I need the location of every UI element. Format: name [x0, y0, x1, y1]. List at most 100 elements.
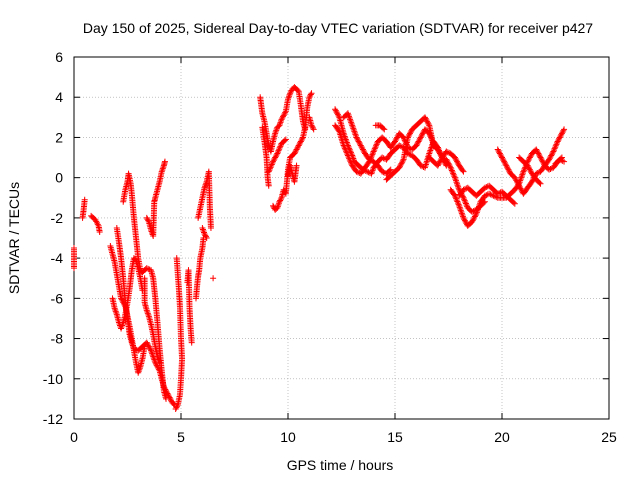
data-point [399, 157, 406, 164]
data-point [453, 157, 460, 164]
data-point [170, 400, 177, 407]
data-point [334, 111, 341, 118]
data-point [547, 165, 554, 172]
data-point [356, 139, 363, 146]
data-point [270, 202, 277, 209]
data-point [274, 149, 281, 156]
y-tick-label: -12 [43, 411, 63, 427]
data-point [81, 196, 88, 203]
data-point [499, 154, 505, 161]
data-point [302, 124, 309, 131]
data-point [342, 146, 349, 153]
data-point [536, 179, 543, 186]
data-point [345, 153, 352, 160]
data-point [386, 167, 393, 174]
data-point [277, 143, 284, 150]
data-point [499, 155, 506, 162]
data-point [546, 155, 553, 162]
data-point [287, 88, 294, 95]
data-point [368, 152, 375, 159]
data-point [424, 118, 431, 125]
data-point [153, 362, 160, 369]
data-point [526, 154, 533, 161]
data-point [346, 155, 353, 162]
data-point [546, 166, 553, 173]
data-point [556, 135, 563, 142]
data-point [555, 137, 562, 144]
data-point [558, 130, 565, 137]
data-point [396, 163, 403, 170]
data-point [269, 160, 276, 167]
data-point [536, 151, 543, 158]
data-point [528, 178, 535, 185]
data-point [309, 125, 316, 132]
data-point [558, 157, 565, 164]
data-point [372, 144, 379, 151]
data-point [494, 190, 501, 197]
data-point [533, 147, 540, 154]
data-point [515, 181, 522, 188]
y-tick-label: -4 [51, 250, 64, 266]
data-point [556, 134, 563, 141]
data-point [354, 137, 361, 144]
data-point [309, 123, 316, 130]
data-point [155, 365, 162, 372]
data-point [143, 339, 150, 346]
data-point [358, 143, 365, 150]
data-point [281, 137, 288, 144]
data-point [550, 148, 557, 155]
data-point [371, 145, 378, 152]
data-point [397, 143, 404, 150]
data-point [417, 134, 424, 141]
x-tick-label: 25 [601, 429, 617, 445]
data-point [502, 161, 509, 168]
data-point [396, 142, 403, 149]
data-point [276, 146, 283, 153]
data-point [165, 393, 172, 400]
data-point [145, 343, 152, 350]
data-point [287, 90, 294, 97]
data-point [277, 196, 284, 203]
data-point [294, 143, 301, 150]
data-point [373, 141, 380, 148]
data-point [370, 148, 377, 155]
data-point [471, 213, 478, 220]
data-point [550, 147, 557, 154]
data-point [344, 152, 351, 159]
data-point [281, 110, 288, 117]
data-point [451, 173, 458, 180]
x-axis-ticks: 0 5 10 15 20 25 [70, 57, 617, 445]
data-point [445, 160, 452, 167]
data-point [266, 165, 273, 172]
data-point [145, 265, 152, 272]
data-point [366, 156, 373, 163]
x-tick-label: 15 [387, 429, 403, 445]
data-point [538, 157, 545, 164]
data-point [535, 150, 542, 157]
data-point [415, 138, 422, 145]
data-point [188, 339, 195, 346]
data-point [280, 112, 287, 119]
data-point [172, 405, 179, 412]
y-tick-label: 0 [55, 170, 63, 186]
data-point [202, 233, 209, 240]
data-point [346, 156, 353, 163]
data-point [436, 149, 443, 156]
data-point [292, 149, 299, 156]
data-point [501, 159, 508, 166]
data-point [511, 200, 518, 207]
data-point [369, 149, 376, 156]
data-point [396, 164, 403, 171]
data-point [308, 90, 315, 97]
data-point [553, 141, 560, 148]
data-point [498, 153, 505, 160]
data-point [163, 389, 170, 396]
data-point [534, 149, 541, 156]
data-point [436, 159, 443, 166]
data-point [416, 135, 423, 142]
data-point [513, 177, 520, 184]
data-point [521, 167, 528, 174]
data-point [343, 149, 350, 156]
data-point [424, 119, 431, 126]
data-point [454, 159, 461, 166]
